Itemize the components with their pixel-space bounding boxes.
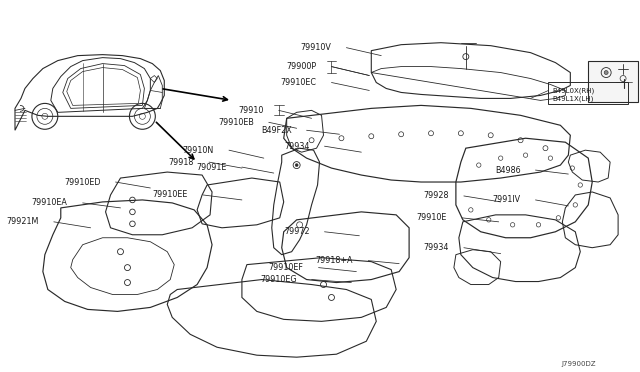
Text: 79910EC: 79910EC [280, 78, 317, 87]
Text: 79972: 79972 [284, 227, 310, 236]
Text: 79910EB: 79910EB [218, 118, 254, 127]
Circle shape [604, 71, 608, 74]
Text: 79910ED: 79910ED [64, 177, 100, 186]
Text: 79910: 79910 [239, 106, 264, 115]
Text: 79900P: 79900P [287, 62, 317, 71]
Text: 79910EA: 79910EA [32, 198, 68, 208]
Text: B49L0X(RH): B49L0X(RH) [552, 87, 595, 94]
Text: 79934: 79934 [284, 142, 310, 151]
Text: B4986: B4986 [495, 166, 520, 174]
Text: B49L1X(LH): B49L1X(LH) [552, 95, 594, 102]
Text: 79910EG: 79910EG [260, 275, 297, 284]
Text: 7991lV: 7991lV [492, 195, 520, 205]
Text: 79918+A: 79918+A [316, 256, 353, 265]
Bar [548, 83, 628, 105]
Text: 79910V: 79910V [301, 43, 332, 52]
Text: 79921M: 79921M [6, 217, 39, 226]
Bar [588, 61, 638, 102]
Text: 79910E: 79910E [417, 214, 447, 222]
Text: 79091E: 79091E [196, 163, 227, 171]
Text: B49F2X: B49F2X [261, 126, 292, 135]
Text: 79934: 79934 [424, 243, 449, 252]
Text: 79928: 79928 [424, 192, 449, 201]
Text: 79910N: 79910N [183, 146, 214, 155]
Circle shape [295, 164, 298, 167]
Text: J79900DZ: J79900DZ [561, 361, 596, 367]
Text: 79910EF: 79910EF [269, 263, 303, 272]
Text: 79910EE: 79910EE [153, 190, 188, 199]
Text: 79918: 79918 [169, 158, 194, 167]
